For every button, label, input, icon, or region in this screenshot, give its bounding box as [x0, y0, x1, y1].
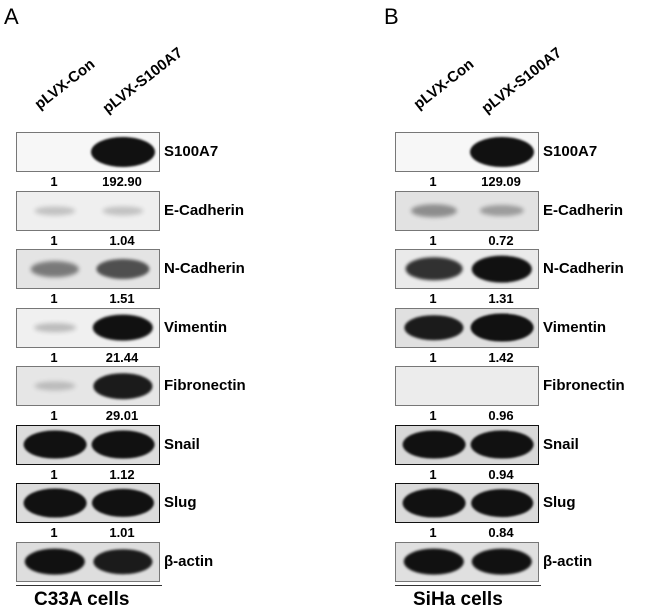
densitometry-value: 1.42	[488, 349, 514, 365]
densitometry-value: 1	[50, 174, 58, 189]
densitometry-value: 29.01	[105, 408, 139, 423]
protein-label: Slug	[543, 494, 576, 511]
densitometry-value: 1	[50, 408, 58, 423]
protein-band	[34, 205, 76, 216]
densitometry-value: 1	[429, 291, 437, 306]
densitometry-value: 1.31	[488, 291, 514, 306]
protein-label: Slug	[164, 494, 197, 511]
protein-label: Fibronectin	[164, 377, 246, 394]
blot-strip	[395, 132, 539, 172]
protein-band	[471, 489, 533, 517]
lane-label: pLVX-Con	[410, 55, 478, 113]
cell-line-label: SiHa cells	[413, 589, 503, 610]
protein-band	[470, 430, 534, 459]
protein-band	[471, 548, 533, 575]
densitometry-value: 0.94	[488, 466, 514, 482]
densitometry-value: 1.51	[109, 291, 135, 306]
protein-band	[34, 322, 76, 333]
blot-strip	[16, 366, 160, 406]
lane-label: pLVX-Con	[31, 55, 99, 113]
densitometry-value: 1	[429, 466, 437, 482]
protein-band	[23, 430, 87, 459]
protein-band	[471, 255, 533, 283]
densitometry-value: 192.90	[102, 174, 142, 189]
protein-band	[96, 258, 150, 280]
densitometry-value: 1.01	[109, 525, 135, 540]
protein-band	[405, 257, 463, 281]
densitometry-value: 1	[429, 525, 437, 540]
protein-band	[402, 488, 466, 518]
protein-label: Fibronectin	[543, 377, 625, 394]
protein-label: Snail	[164, 435, 200, 453]
densitometry-value: 1	[50, 349, 58, 365]
densitometry-value: 0.96	[488, 408, 514, 423]
densitometry-value: 1.12	[109, 466, 135, 482]
protein-band	[24, 548, 86, 575]
blot-strip	[395, 424, 539, 465]
densitometry-value: 1	[50, 525, 58, 540]
protein-band	[23, 488, 87, 518]
blot-strip	[16, 424, 160, 465]
protein-band	[402, 430, 466, 459]
densitometry-value: 1.04	[109, 232, 135, 248]
protein-label: S100A7	[164, 143, 219, 160]
protein-band	[34, 381, 76, 391]
protein-band	[470, 313, 534, 342]
blot-strip	[395, 190, 539, 231]
blot-strip	[395, 249, 539, 289]
protein-band	[102, 205, 144, 216]
protein-band	[93, 548, 153, 575]
cell-line-divider	[395, 585, 541, 586]
blot-strip	[16, 483, 160, 523]
densitometry-value: 21.44	[105, 349, 139, 365]
densitometry-value: 0.72	[488, 232, 514, 248]
protein-band	[91, 430, 155, 459]
densitometry-value: 0.84	[488, 525, 514, 540]
densitometry-value: 1	[429, 232, 437, 248]
blot-strip	[16, 190, 160, 231]
protein-band	[92, 314, 154, 341]
protein-band	[93, 373, 153, 399]
protein-band	[411, 203, 457, 218]
protein-label: S100A7	[543, 143, 598, 160]
protein-label: Snail	[543, 435, 579, 453]
protein-label: Vimentin	[543, 318, 607, 336]
cell-line-label: C33A cells	[34, 589, 130, 610]
protein-band	[403, 548, 465, 575]
protein-band	[404, 314, 464, 341]
densitometry-value: 129.09	[481, 174, 521, 189]
protein-label: E-Cadherin	[543, 201, 624, 219]
protein-label: E-Cadherin	[164, 201, 245, 219]
blot-strip	[16, 307, 160, 348]
blot-strip	[16, 541, 160, 582]
densitometry-value: 1	[50, 466, 58, 482]
protein-band	[91, 137, 155, 167]
panel-letter: B	[384, 4, 399, 29]
blot-strip	[395, 541, 539, 582]
densitometry-value: 1	[429, 174, 437, 189]
blot-strip	[395, 483, 539, 523]
blot-strip	[16, 249, 160, 289]
lane-label: pLVX-S100A7	[99, 44, 186, 117]
protein-label: β-actin	[543, 552, 593, 570]
protein-band	[91, 488, 155, 518]
blot-strip	[395, 366, 539, 406]
densitometry-value: 1	[50, 291, 58, 306]
cell-line-divider	[16, 585, 162, 586]
densitometry-value: 1	[429, 408, 437, 423]
protein-label: N-Cadherin	[543, 260, 624, 277]
protein-label: β-actin	[164, 552, 214, 570]
protein-band	[479, 204, 525, 217]
blot-strip	[16, 132, 160, 172]
densitometry-value: 1	[50, 232, 58, 248]
panel-letter: A	[4, 4, 19, 29]
lane-label: pLVX-S100A7	[478, 44, 565, 117]
blot-strip	[395, 307, 539, 348]
protein-band	[30, 261, 80, 277]
protein-label: N-Cadherin	[164, 260, 245, 277]
densitometry-value: 1	[429, 349, 437, 365]
protein-band	[470, 137, 534, 167]
protein-label: Vimentin	[164, 318, 228, 336]
